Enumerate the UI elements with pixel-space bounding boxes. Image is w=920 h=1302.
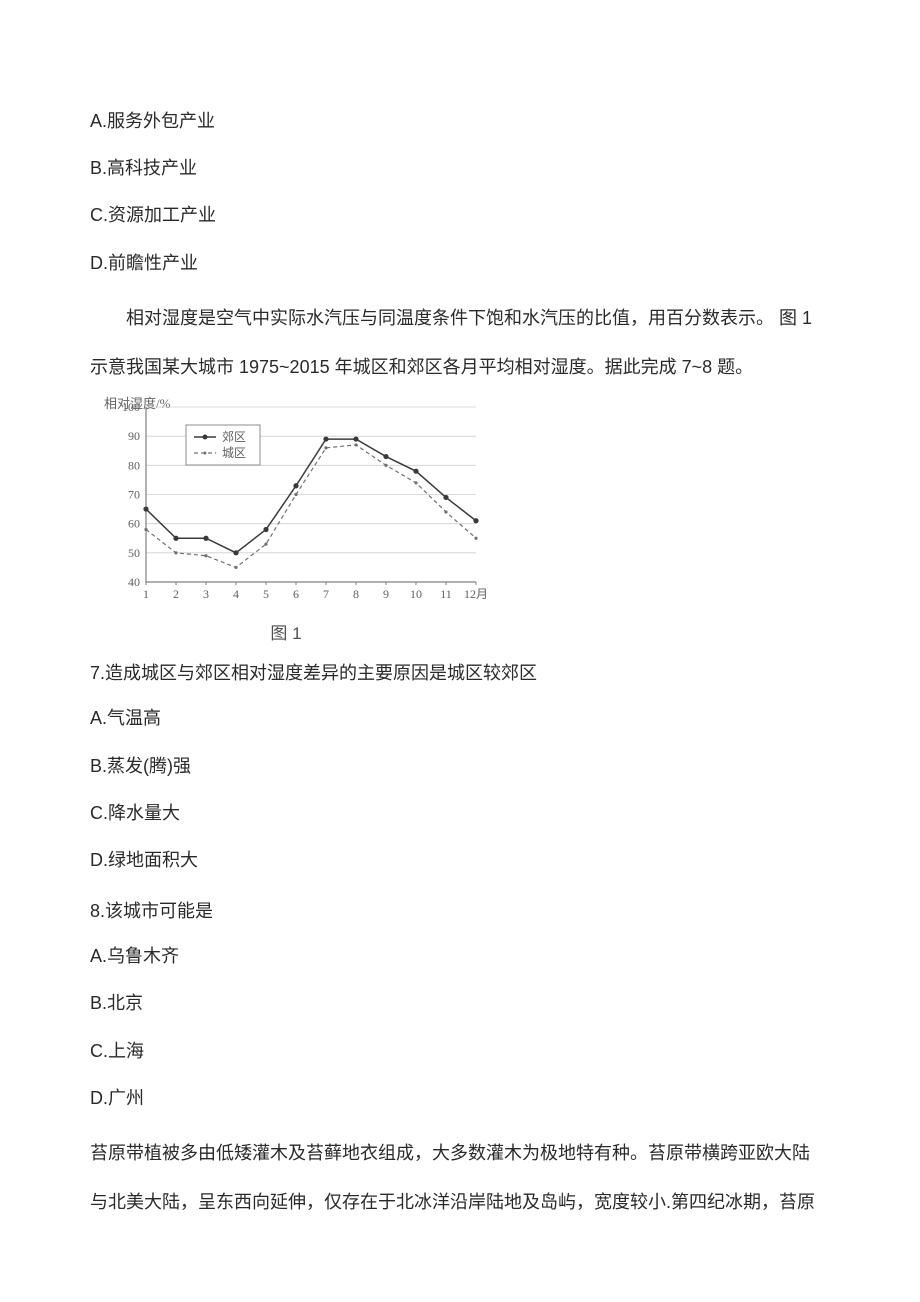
chart-caption: 图 1 bbox=[96, 619, 476, 644]
option-c-7: C.降水量大 bbox=[90, 792, 830, 835]
option-c-1: C.资源加工产业 bbox=[90, 194, 830, 237]
question-7: 7.造成城区与郊区相对湿度差异的主要原因是城区较郊区 bbox=[90, 652, 830, 695]
passage-2-line-1: 苔原带植被多由低矮灌木及苔藓地衣组成，大多数灌木为极地特有种。苔原带横跨亚欧大陆 bbox=[90, 1132, 830, 1175]
svg-text:100: 100 bbox=[122, 400, 140, 414]
svg-text:郊区: 郊区 bbox=[222, 430, 246, 444]
svg-text:40: 40 bbox=[128, 575, 140, 589]
svg-text:3: 3 bbox=[203, 587, 209, 601]
question-8: 8.该城市可能是 bbox=[90, 890, 830, 933]
passage-1-line-2: 示意我国某大城市 1975~2015 年城区和郊区各月平均相对湿度。据此完成 7… bbox=[90, 346, 830, 389]
svg-text:9: 9 bbox=[383, 587, 389, 601]
svg-text:10: 10 bbox=[410, 587, 422, 601]
option-b-7: B.蒸发(腾)强 bbox=[90, 745, 830, 788]
option-c-8: C.上海 bbox=[90, 1030, 830, 1073]
svg-text:60: 60 bbox=[128, 517, 140, 531]
svg-text:12月: 12月 bbox=[464, 587, 488, 601]
svg-text:4: 4 bbox=[233, 587, 239, 601]
passage-2-line-2: 与北美大陆，呈东西向延伸，仅存在于北冰洋沿岸陆地及岛屿，宽度较小.第四纪冰期，苔… bbox=[90, 1181, 830, 1224]
svg-text:7: 7 bbox=[323, 587, 329, 601]
humidity-chart: 相对湿度/%405060708090100123456789101112月郊区城… bbox=[96, 395, 830, 644]
svg-text:8: 8 bbox=[353, 587, 359, 601]
svg-text:2: 2 bbox=[173, 587, 179, 601]
svg-text:6: 6 bbox=[293, 587, 299, 601]
option-d-7: D.绿地面积大 bbox=[90, 839, 830, 882]
svg-text:城区: 城区 bbox=[222, 446, 246, 460]
option-a-1: A.服务外包产业 bbox=[90, 100, 830, 143]
option-d-1: D.前瞻性产业 bbox=[90, 242, 830, 285]
svg-text:11: 11 bbox=[440, 587, 452, 601]
option-b-1: B.高科技产业 bbox=[90, 147, 830, 190]
option-a-7: A.气温高 bbox=[90, 697, 830, 740]
option-d-8: D.广州 bbox=[90, 1077, 830, 1120]
svg-text:5: 5 bbox=[263, 587, 269, 601]
option-a-8: A.乌鲁木齐 bbox=[90, 935, 830, 978]
svg-text:70: 70 bbox=[128, 488, 140, 502]
passage-1-line-1: 相对湿度是空气中实际水汽压与同温度条件下饱和水汽压的比值，用百分数表示。 图 1 bbox=[90, 297, 830, 340]
svg-text:80: 80 bbox=[128, 458, 140, 472]
option-b-8: B.北京 bbox=[90, 982, 830, 1025]
svg-text:1: 1 bbox=[143, 587, 149, 601]
svg-text:90: 90 bbox=[128, 429, 140, 443]
svg-text:50: 50 bbox=[128, 546, 140, 560]
